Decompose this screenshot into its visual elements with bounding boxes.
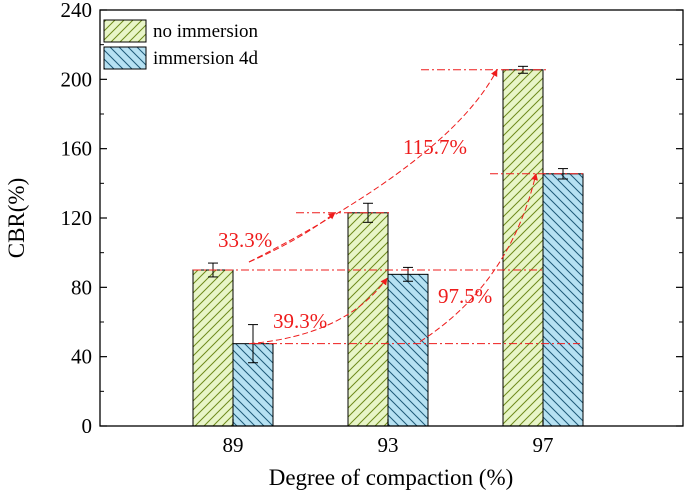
x-tick-label: 89 xyxy=(223,433,244,457)
bar-immersion-4d-97 xyxy=(542,173,584,427)
growth-annotations: 33.3% 115.7% 39.3% 97.5% xyxy=(193,69,585,345)
arrow-33-3 xyxy=(248,212,336,263)
y-tick-label: 120 xyxy=(61,206,93,230)
annotation-label-39-3-: 39.3% xyxy=(273,309,327,333)
error-bar-immersion-4d-97 xyxy=(558,168,568,180)
y-tick-label: 80 xyxy=(71,275,92,299)
x-tick-label: 93 xyxy=(378,433,399,457)
y-tick-label: 240 xyxy=(61,0,93,22)
legend-label-immersion-4d: immersion 4d xyxy=(153,48,259,69)
annotation-label-97-5-: 97.5% xyxy=(438,284,492,308)
bar-no-immersion-97 xyxy=(502,69,544,427)
y-tick-label: 40 xyxy=(71,345,92,369)
annotation-label-115-7-: 115.7% xyxy=(403,135,467,159)
x-axis-title: Degree of compaction (%) xyxy=(269,465,514,490)
y-axis: 0 40 80 120 160 200 240 xyxy=(61,0,683,438)
annotation-label-33-3-: 33.3% xyxy=(218,228,272,252)
x-tick-label: 97 xyxy=(533,433,554,457)
bars xyxy=(192,69,584,427)
arrow-97-5 xyxy=(419,173,538,343)
legend-swatch-no-immersion xyxy=(103,19,147,43)
bar-immersion-4d-93 xyxy=(387,273,429,427)
legend: no immersion immersion 4d xyxy=(103,19,259,70)
arrow-39-3 xyxy=(248,277,388,345)
y-tick-label: 200 xyxy=(61,67,93,91)
x-axis: 89 93 97 xyxy=(223,419,554,457)
bar-no-immersion-93 xyxy=(347,212,389,427)
y-axis-title: CBR(%) xyxy=(4,178,29,259)
y-tick-label: 160 xyxy=(61,137,93,161)
arrow-115-7 xyxy=(248,69,498,263)
legend-swatch-immersion-4d xyxy=(103,46,147,70)
legend-label-no-immersion: no immersion xyxy=(153,21,259,42)
bar-no-immersion-89 xyxy=(192,269,234,427)
y-tick-label: 0 xyxy=(82,414,93,438)
